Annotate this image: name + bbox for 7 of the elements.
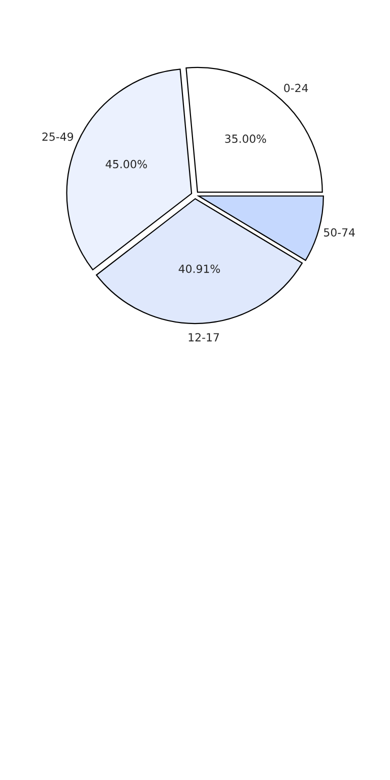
slice-label: 0-24 [284,84,308,92]
data-label: 35.00% [225,134,266,143]
data-label: 40.91% [178,264,220,273]
data-label: 45.00% [106,160,147,168]
slice-label: 12-17 [188,333,219,342]
slice-label: 50-74 [324,228,355,237]
slice-label: 25-49 [42,132,74,141]
